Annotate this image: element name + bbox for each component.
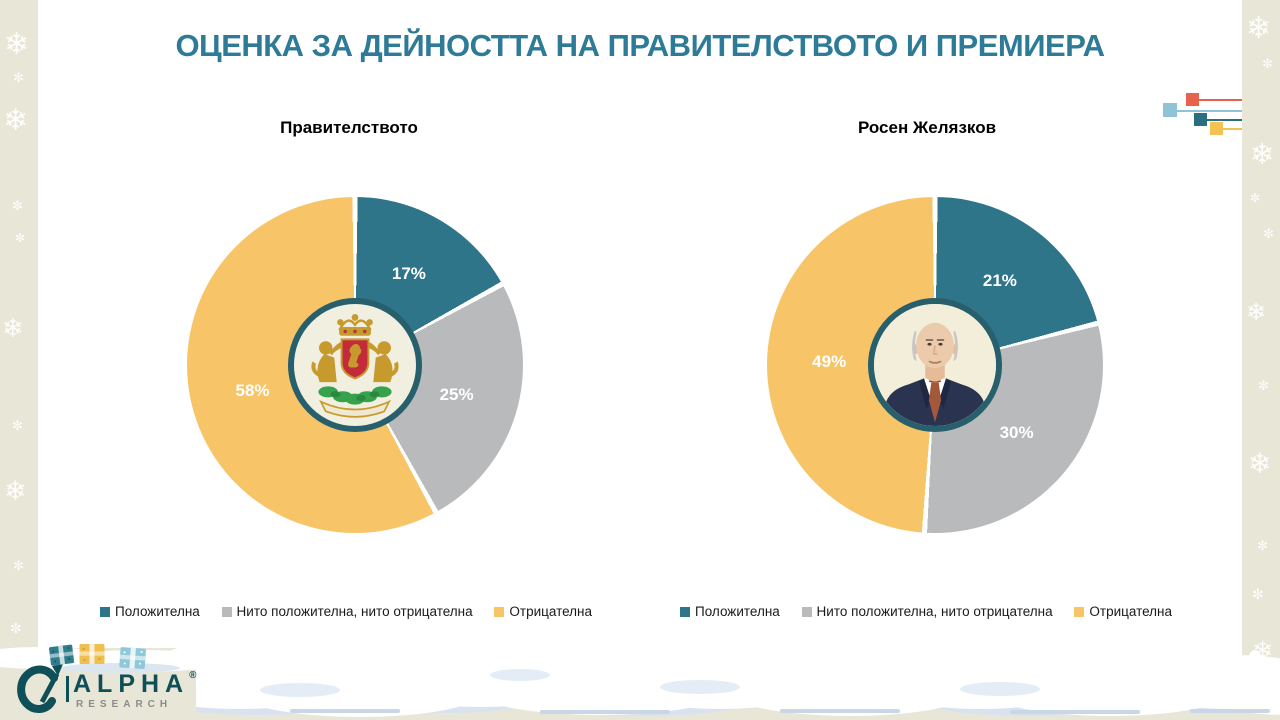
snowflake-icon: ✼ [10, 621, 22, 637]
snowflake-icon: ✼ [1258, 379, 1269, 394]
legend-item-negative: Отрицателна [1074, 604, 1172, 619]
legend-label: Нито положителна, нито отрицателна [236, 604, 473, 619]
snowflake-icon: ✼ [1263, 227, 1274, 242]
left-decor-strip [0, 0, 38, 720]
page-title: ОЦЕНКА ЗА ДЕЙНОСТТА НА ПРАВИТЕЛСТВОТО И … [175, 28, 1105, 63]
snowflake-icon: ✼ [13, 71, 24, 86]
accent-square-yellow [1210, 122, 1223, 135]
legend-label: Положителна [695, 604, 780, 619]
snowflake-icon: ✼ [12, 199, 23, 214]
gift-teal [49, 638, 75, 666]
snowflake-icon: ✼ [1250, 191, 1261, 205]
legend-swatch-negative [1074, 606, 1085, 617]
legend-swatch-neutral [221, 606, 232, 617]
accent-square-teal [1194, 113, 1207, 126]
accent-line-red [1192, 99, 1242, 101]
accent-square-lightblue [1163, 103, 1177, 117]
snowflake-icon: ✼ [12, 419, 23, 434]
legend-swatch-positive [680, 606, 690, 617]
rosen-zhelyazkov-portrait [868, 298, 1002, 432]
logo-divider [66, 676, 69, 702]
legend-item-positive: Положителна [100, 604, 200, 619]
legend-swatch-positive [100, 606, 110, 617]
snowflake-icon: ❄ [4, 476, 27, 507]
logo-sub-brand: RESEARCH [76, 699, 173, 710]
pie-label-negative: 58% [235, 381, 270, 401]
snowflake-icon: ✼ [13, 559, 24, 574]
legend-label: Отрицателна [509, 604, 592, 619]
snowflake-icon: ✼ [1252, 587, 1264, 603]
accent-line-teal [1200, 119, 1242, 121]
gift-yellow [79, 637, 105, 664]
coat-of-arms-graphic [311, 314, 399, 418]
legend-swatch-negative [494, 606, 505, 617]
accent-line-lightblue [1170, 110, 1242, 112]
pie-label-neutral: 30% [999, 422, 1034, 442]
legend-item-positive: Положителна [680, 604, 780, 619]
snowflake-icon: ❄ [1248, 447, 1272, 480]
alpha-research-logo-mark [17, 664, 63, 713]
snowflake-icon: ✼ [1262, 57, 1273, 72]
logo-brand: ALPHA® [73, 670, 196, 699]
legend-label: Положителна [115, 604, 200, 619]
legend-label: Отрицателна [1089, 604, 1172, 619]
pie-label-negative: 49% [812, 351, 847, 371]
pie-label-neutral: 25% [439, 384, 474, 404]
snowflake-icon: ✼ [15, 231, 26, 245]
pie-label-positive: 21% [982, 271, 1017, 291]
bulgaria-coat-of-arms [288, 298, 422, 432]
snowflake-icon: ❄ [2, 314, 24, 344]
snowflake-icon: ❄ [1246, 11, 1272, 46]
pie-chart-premier: 21% 30% 49% [767, 197, 1103, 533]
snowflake-icon: ✼ [1257, 539, 1268, 554]
legend-government: Положителна Нито положителна, нито отриц… [100, 604, 592, 619]
accent-line-yellow [1216, 128, 1242, 130]
chart-title-premier: Росен Желязков [857, 118, 997, 137]
accent-square-red [1186, 93, 1199, 106]
legend-item-neutral: Нито положителна, нито отрицателна [801, 604, 1053, 619]
legend-label: Нито положителна, нито отрицателна [816, 604, 1053, 619]
snow-drifts [130, 649, 1280, 717]
snowflake-icon: ❄ [4, 27, 30, 62]
snowflake-icon: ❄ [1246, 298, 1267, 326]
registered-mark: ® [189, 670, 197, 681]
legend-item-negative: Отрицателна [494, 604, 592, 619]
logo-brand-text: ALPHA [73, 670, 190, 698]
pie-label-positive: 17% [391, 263, 426, 283]
legend-swatch-neutral [801, 606, 812, 617]
snowflake-icon: ❄ [3, 103, 29, 138]
snowflake-icon: ❄ [1250, 137, 1275, 171]
legend-premier: Положителна Нито положителна, нито отриц… [680, 604, 1172, 619]
right-decor-strip [1242, 0, 1280, 720]
legend-item-neutral: Нито положителна, нито отрицателна [221, 604, 473, 619]
chart-title-government: Правителството [280, 118, 418, 137]
pie-chart-government: 17% 25% 58% [187, 197, 523, 533]
portrait-graphic [874, 304, 996, 426]
gift-lightblue [119, 640, 146, 670]
